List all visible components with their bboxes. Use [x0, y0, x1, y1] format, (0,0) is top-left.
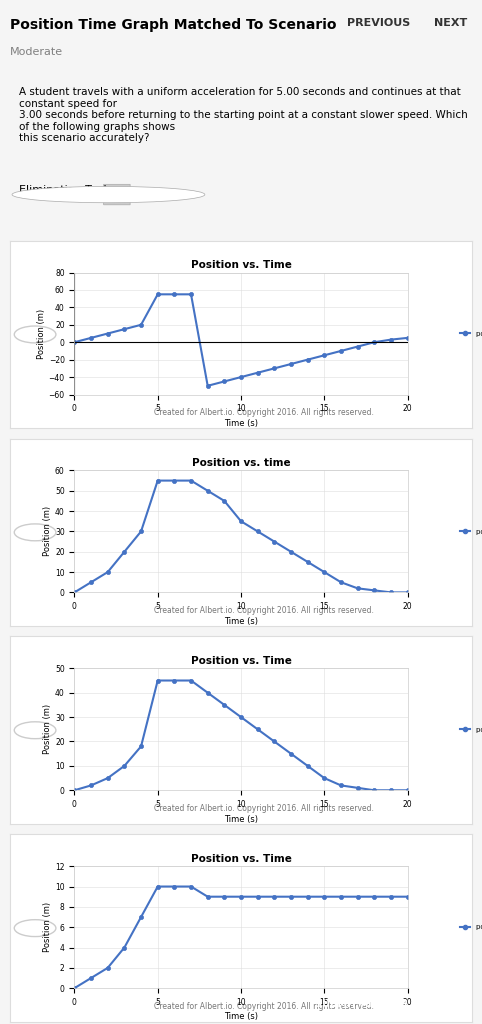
Text: Created for Albert.io. Copyright 2016. All rights reserved.: Created for Albert.io. Copyright 2016. A…	[154, 408, 374, 417]
FancyBboxPatch shape	[104, 184, 130, 205]
Text: Created for Albert.io. Copyright 2016. All rights reserved.: Created for Albert.io. Copyright 2016. A…	[154, 804, 374, 813]
Text: D: D	[30, 922, 40, 935]
Text: Created for Albert.io. Copyright 2016. All rights reserved.: Created for Albert.io. Copyright 2016. A…	[154, 606, 374, 615]
X-axis label: Time (s): Time (s)	[224, 814, 258, 823]
Text: A: A	[31, 328, 40, 341]
Circle shape	[14, 524, 56, 541]
Text: NEXT: NEXT	[434, 17, 467, 28]
Circle shape	[14, 920, 56, 937]
Text: A student travels with a uniform acceleration for 5.00 seconds and continues at : A student travels with a uniform acceler…	[19, 87, 468, 143]
Title: Position vs. time: Position vs. time	[192, 459, 290, 468]
Legend: position (m): position (m)	[457, 525, 482, 538]
Legend: position (m): position (m)	[457, 723, 482, 735]
Title: Position vs. Time: Position vs. Time	[190, 854, 292, 864]
Y-axis label: Position (m): Position (m)	[43, 902, 52, 952]
X-axis label: Time (s): Time (s)	[224, 616, 258, 626]
Text: C: C	[31, 724, 40, 736]
Text: Elimination Tool: Elimination Tool	[19, 185, 107, 196]
Y-axis label: Position (m): Position (m)	[43, 705, 52, 755]
Circle shape	[12, 186, 205, 203]
Title: Position vs. Time: Position vs. Time	[190, 656, 292, 667]
Circle shape	[14, 722, 56, 738]
Text: Created for Albert.io. Copyright 2016. All rights reserved.: Created for Albert.io. Copyright 2016. A…	[154, 1001, 374, 1011]
Text: SUBMIT ANSWER: SUBMIT ANSWER	[315, 998, 408, 1009]
Y-axis label: Position (m): Position (m)	[37, 308, 46, 358]
Legend: position (m): position (m)	[457, 328, 482, 340]
Circle shape	[14, 326, 56, 343]
Y-axis label: Position (m): Position (m)	[43, 506, 52, 556]
Text: Position Time Graph Matched To Scenario: Position Time Graph Matched To Scenario	[10, 17, 336, 32]
Text: B: B	[31, 526, 40, 539]
Text: PREVIOUS: PREVIOUS	[347, 17, 410, 28]
Text: Moderate: Moderate	[10, 46, 63, 56]
Title: Position vs. Time: Position vs. Time	[190, 260, 292, 270]
X-axis label: Time (s): Time (s)	[224, 419, 258, 428]
X-axis label: Time (s): Time (s)	[224, 1013, 258, 1022]
Legend: position (m): position (m)	[457, 922, 482, 933]
